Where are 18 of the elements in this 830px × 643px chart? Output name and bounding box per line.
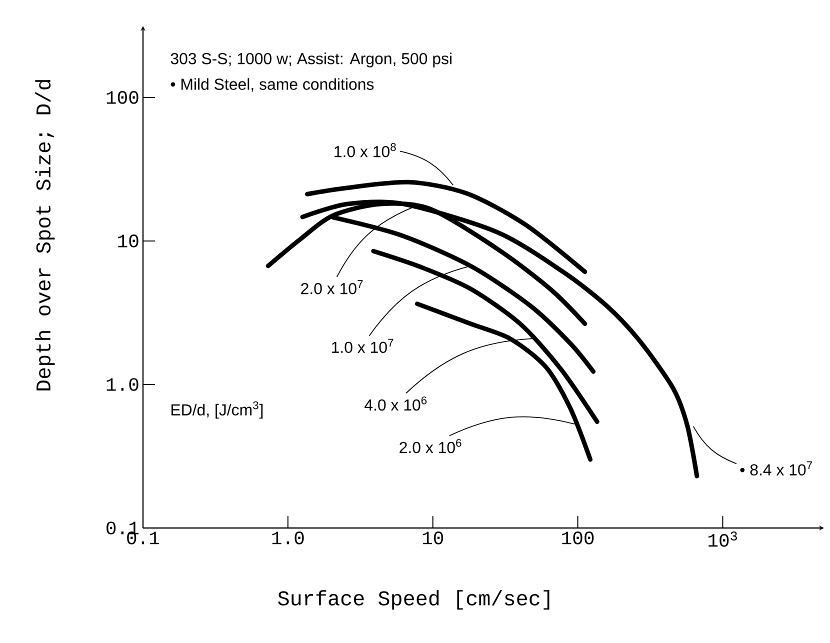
- annotation: 1.0 x 10$^{7}$: [332, 338, 394, 353]
- y-tick-label: 1.0: [106, 378, 138, 391]
- x-tick-label: 100: [562, 532, 594, 544]
- x-axis-title: Surface Speed [cm/sec]: [278, 590, 550, 610]
- annotation: 4.0 x 10$^{6}$: [364, 396, 427, 411]
- y-tick-label: 100: [106, 91, 138, 104]
- y-tick-label: 10: [118, 234, 138, 248]
- y-axis-title: Depth over Spot Size; D/d: [35, 80, 55, 390]
- annotation: 1.0 x 10$^{8}$: [334, 143, 396, 158]
- annotation: 303 S-S; 1000 w; Assist: Argon, 500 psi: [170, 52, 452, 68]
- x-tick-label: 10$^{3}$: [708, 532, 737, 547]
- x-tick-label: 10: [422, 532, 444, 544]
- annotation: 2.0 x 10$^{6}$: [400, 438, 462, 454]
- annotation: • Mild Steel, same conditions: [170, 78, 374, 92]
- annotation: ED/d, [J/cm$^{3}$]: [172, 401, 263, 419]
- annotation: • 8.4 x 10$^{7}$: [740, 461, 812, 476]
- x-tick-label: 1.0: [272, 532, 304, 544]
- annotation: 2.0 x 10$^{7}$: [301, 280, 363, 294]
